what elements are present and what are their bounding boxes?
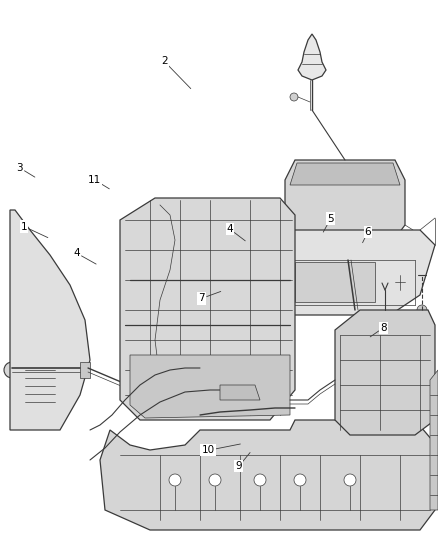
Polygon shape (80, 362, 90, 378)
Text: 5: 5 (327, 214, 334, 223)
Circle shape (280, 307, 286, 313)
Circle shape (280, 227, 286, 233)
Polygon shape (335, 310, 435, 435)
Circle shape (157, 242, 173, 258)
Circle shape (290, 93, 298, 101)
Text: 6: 6 (364, 227, 371, 237)
Text: 10: 10 (201, 446, 215, 455)
Polygon shape (295, 262, 375, 302)
Polygon shape (430, 370, 438, 510)
Polygon shape (285, 160, 405, 245)
Circle shape (380, 305, 390, 315)
Text: 3: 3 (16, 163, 23, 173)
Text: 1: 1 (21, 222, 28, 231)
Circle shape (189, 304, 201, 316)
Polygon shape (290, 163, 400, 185)
Circle shape (280, 207, 286, 213)
Circle shape (189, 239, 201, 251)
Circle shape (280, 247, 286, 253)
Text: 7: 7 (198, 294, 205, 303)
Text: 2: 2 (161, 56, 168, 66)
Circle shape (280, 347, 286, 353)
Polygon shape (100, 420, 435, 530)
Circle shape (4, 362, 20, 378)
Circle shape (280, 267, 286, 273)
Circle shape (157, 277, 173, 293)
Text: 4: 4 (73, 248, 80, 258)
Circle shape (280, 327, 286, 333)
Text: 8: 8 (380, 323, 387, 333)
Circle shape (157, 312, 173, 328)
Polygon shape (298, 34, 326, 80)
Text: 11: 11 (88, 175, 101, 184)
Circle shape (183, 233, 207, 257)
Circle shape (280, 387, 286, 393)
Circle shape (169, 474, 181, 486)
Circle shape (183, 263, 207, 287)
Circle shape (280, 367, 286, 373)
Circle shape (254, 474, 266, 486)
Circle shape (209, 474, 221, 486)
Circle shape (294, 474, 306, 486)
Circle shape (417, 305, 427, 315)
Polygon shape (218, 230, 435, 315)
Circle shape (344, 474, 356, 486)
Text: 9: 9 (235, 462, 242, 471)
Circle shape (353, 368, 367, 382)
Circle shape (346, 361, 374, 389)
Polygon shape (120, 198, 295, 420)
Circle shape (189, 269, 201, 281)
Circle shape (183, 298, 207, 322)
Polygon shape (10, 210, 90, 430)
Circle shape (390, 385, 410, 405)
Text: 4: 4 (226, 224, 233, 234)
Circle shape (280, 287, 286, 293)
Polygon shape (130, 355, 290, 418)
Polygon shape (220, 385, 260, 400)
